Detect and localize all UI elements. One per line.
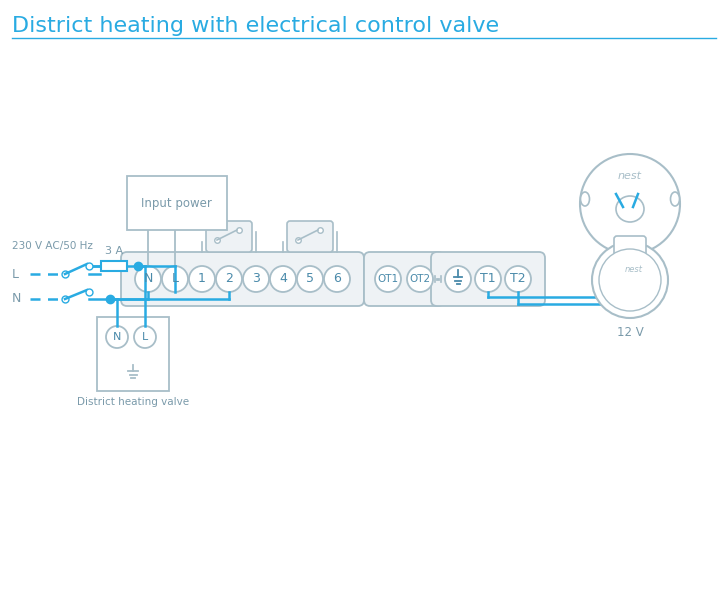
Circle shape: [106, 326, 128, 348]
FancyBboxPatch shape: [101, 261, 127, 271]
Text: 3 A: 3 A: [105, 246, 123, 256]
Text: 12 V: 12 V: [617, 326, 644, 339]
FancyBboxPatch shape: [364, 252, 444, 306]
Text: OT2: OT2: [409, 274, 430, 284]
Text: 1: 1: [198, 273, 206, 286]
Text: N: N: [143, 273, 153, 286]
Circle shape: [445, 266, 471, 292]
Text: nest: nest: [625, 266, 643, 274]
Text: L: L: [142, 332, 148, 342]
Text: 230 V AC/50 Hz: 230 V AC/50 Hz: [12, 241, 93, 251]
Text: N: N: [12, 292, 21, 305]
Circle shape: [216, 266, 242, 292]
Text: N: N: [113, 332, 121, 342]
Circle shape: [580, 154, 680, 254]
Text: T2: T2: [510, 273, 526, 286]
FancyBboxPatch shape: [287, 221, 333, 252]
Circle shape: [599, 249, 661, 311]
Text: OT1: OT1: [377, 274, 398, 284]
Circle shape: [134, 326, 156, 348]
Ellipse shape: [616, 196, 644, 222]
Circle shape: [162, 266, 188, 292]
Circle shape: [270, 266, 296, 292]
Text: District heating with electrical control valve: District heating with electrical control…: [12, 16, 499, 36]
Circle shape: [592, 242, 668, 318]
Circle shape: [297, 266, 323, 292]
FancyBboxPatch shape: [127, 176, 226, 230]
Circle shape: [475, 266, 501, 292]
Circle shape: [505, 266, 531, 292]
FancyBboxPatch shape: [431, 252, 545, 306]
Circle shape: [324, 266, 350, 292]
Text: 4: 4: [279, 273, 287, 286]
Text: 2: 2: [225, 273, 233, 286]
Ellipse shape: [580, 192, 590, 206]
Text: 5: 5: [306, 273, 314, 286]
Text: District heating valve: District heating valve: [77, 397, 189, 407]
Text: 6: 6: [333, 273, 341, 286]
Ellipse shape: [375, 266, 401, 292]
Text: 3: 3: [252, 273, 260, 286]
Circle shape: [189, 266, 215, 292]
Ellipse shape: [670, 192, 679, 206]
Text: nest: nest: [618, 171, 642, 181]
FancyBboxPatch shape: [121, 252, 364, 306]
Text: L: L: [172, 273, 178, 286]
Circle shape: [135, 266, 161, 292]
FancyBboxPatch shape: [614, 236, 646, 256]
Circle shape: [243, 266, 269, 292]
FancyBboxPatch shape: [206, 221, 252, 252]
Text: L: L: [12, 267, 19, 280]
FancyBboxPatch shape: [97, 317, 169, 391]
Ellipse shape: [407, 266, 433, 292]
Text: Input power: Input power: [141, 197, 212, 210]
Text: T1: T1: [480, 273, 496, 286]
